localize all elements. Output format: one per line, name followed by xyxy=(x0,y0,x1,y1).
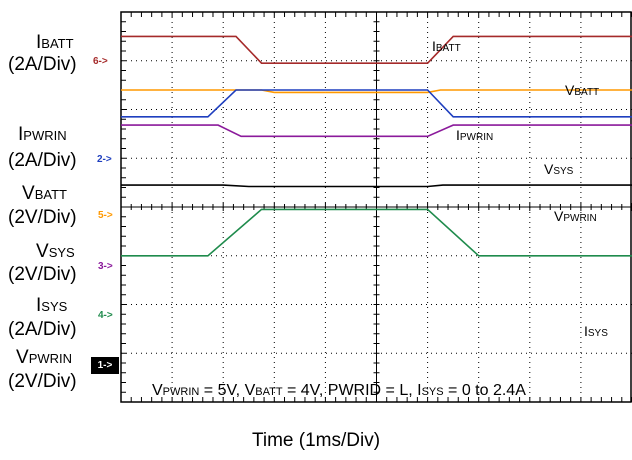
marker-ch5: 5-> xyxy=(98,210,113,221)
test-conditions: VPWRIN = 5V, VBATT = 4V, PWRID = L, ISYS… xyxy=(152,382,526,399)
label-vpwrin: VPWRIN xyxy=(16,347,73,368)
label-ipwrin: IPWRIN xyxy=(18,124,67,145)
marker-ch3: 3-> xyxy=(98,261,113,272)
x-axis-label: Time (1ms/Div) xyxy=(251,430,381,451)
trace-isys xyxy=(121,208,632,257)
label-isys: ISYS xyxy=(36,295,68,316)
trace-label-vpwrin: VPWRIN xyxy=(554,208,597,224)
marker-ch1: 1-> xyxy=(91,357,119,374)
label-ibatt-scale: (2A/Div) xyxy=(8,54,77,75)
marker-ch2: 2-> xyxy=(97,154,112,165)
plot-frame xyxy=(120,11,632,403)
trace-label-ipwrin: IPWRIN xyxy=(456,127,494,143)
trace-ipwrin xyxy=(121,89,632,118)
trace-label-vsys: VSYS xyxy=(544,161,574,177)
trace-label-isys: ISYS xyxy=(584,323,608,339)
label-ibatt: IBATT xyxy=(36,32,74,53)
marker-ch6: 6-> xyxy=(93,56,108,67)
trace-label-vbatt: VBATT xyxy=(565,82,600,98)
label-vsys-scale: (2V/Div) xyxy=(8,264,77,285)
marker-ch4: 4-> xyxy=(98,310,113,321)
trace-vpwrin xyxy=(121,184,632,188)
trace-vsys xyxy=(121,124,632,138)
label-vbatt-scale: (2V/Div) xyxy=(8,207,77,228)
trace-ibatt xyxy=(121,35,632,65)
label-ipwrin-scale: (2A/Div) xyxy=(8,150,77,171)
label-vsys: VSYS xyxy=(36,241,75,262)
label-vpwrin-scale: (2V/Div) xyxy=(8,371,77,392)
label-isys-scale: (2A/Div) xyxy=(8,319,77,340)
trace-label-ibatt: IBATT xyxy=(432,38,461,54)
label-vbatt: VBATT xyxy=(22,183,67,204)
